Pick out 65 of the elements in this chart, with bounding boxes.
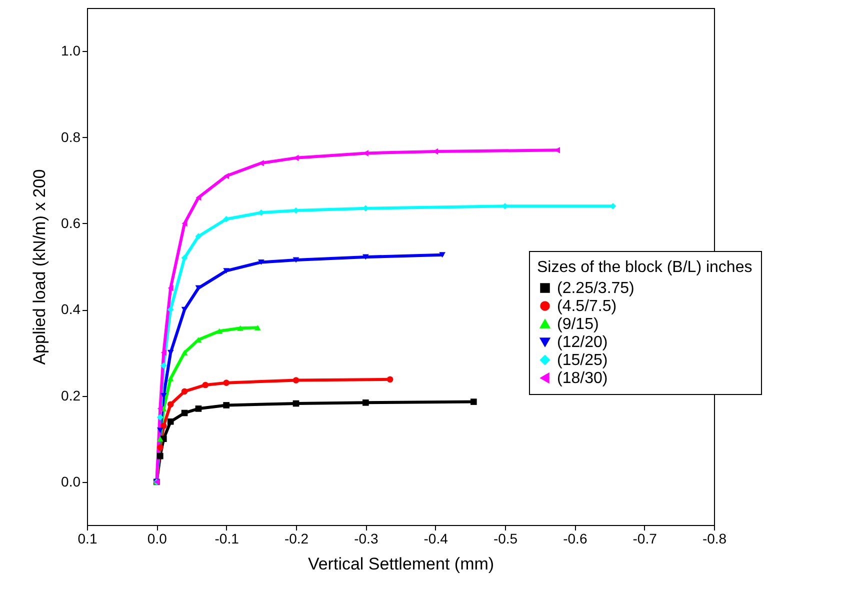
point bbox=[181, 254, 188, 262]
point bbox=[160, 422, 167, 430]
point bbox=[292, 377, 300, 384]
point bbox=[160, 350, 166, 356]
point bbox=[237, 325, 244, 331]
point bbox=[160, 362, 167, 369]
y-axis-title: Applied load (kN/m) x 200 bbox=[30, 169, 50, 365]
point bbox=[156, 427, 164, 433]
x-tick-label: -0.2 bbox=[284, 530, 309, 546]
x-tick-label: 0.1 bbox=[78, 530, 98, 546]
point bbox=[362, 254, 369, 260]
legend-label: (15/25) bbox=[557, 352, 608, 369]
y-tick-label: 0.8 bbox=[61, 128, 81, 145]
y-tick-label: 0.4 bbox=[61, 301, 81, 318]
x-tick-label: -0.4 bbox=[424, 530, 448, 546]
point bbox=[292, 257, 300, 263]
point bbox=[167, 306, 174, 313]
x-tick-label: -0.5 bbox=[493, 530, 518, 546]
y-tick-label: 1.0 bbox=[61, 42, 81, 59]
legend-title: Sizes of the block (B/L) inches bbox=[537, 258, 752, 276]
point bbox=[223, 402, 230, 408]
legend-label: (18/30) bbox=[557, 370, 608, 387]
x-tick-label: -0.7 bbox=[632, 530, 658, 546]
point bbox=[156, 444, 164, 451]
point bbox=[168, 284, 174, 292]
point bbox=[386, 376, 394, 383]
legend-label: (9/15) bbox=[557, 316, 599, 333]
point bbox=[439, 252, 446, 258]
point bbox=[195, 406, 202, 412]
point bbox=[156, 452, 164, 460]
point bbox=[292, 400, 300, 407]
point bbox=[167, 376, 174, 382]
x-tick-label: -0.1 bbox=[214, 530, 240, 546]
point bbox=[258, 259, 264, 265]
point bbox=[223, 268, 230, 274]
point bbox=[167, 401, 174, 408]
point bbox=[224, 172, 230, 180]
point bbox=[160, 393, 167, 398]
x-tick-label: -0.8 bbox=[702, 530, 727, 546]
point bbox=[362, 399, 369, 406]
x-tick-label: -0.3 bbox=[354, 530, 378, 546]
legend-label: (4.5/7.5) bbox=[557, 298, 617, 315]
point bbox=[202, 382, 209, 388]
point bbox=[167, 418, 174, 425]
point bbox=[181, 388, 188, 395]
legend-label: (2.25/3.75) bbox=[557, 280, 634, 297]
point bbox=[181, 350, 188, 356]
point bbox=[216, 328, 223, 334]
point bbox=[156, 414, 164, 420]
point bbox=[181, 410, 188, 416]
x-axis-title: Vertical Settlement (mm) bbox=[308, 554, 494, 574]
point bbox=[156, 436, 164, 442]
x-tick-label: 0.0 bbox=[147, 530, 168, 546]
point bbox=[195, 233, 202, 240]
point bbox=[254, 324, 261, 330]
y-tick-label: 0.0 bbox=[61, 473, 81, 490]
point bbox=[470, 398, 477, 405]
point bbox=[223, 216, 230, 222]
y-tick-label: 0.6 bbox=[61, 214, 81, 231]
x-tick-label: -0.6 bbox=[563, 530, 588, 546]
point bbox=[182, 220, 188, 227]
legend-label: (12/20) bbox=[557, 334, 608, 351]
point bbox=[157, 406, 163, 412]
y-tick-label: 0.2 bbox=[61, 387, 81, 404]
point bbox=[223, 380, 230, 386]
